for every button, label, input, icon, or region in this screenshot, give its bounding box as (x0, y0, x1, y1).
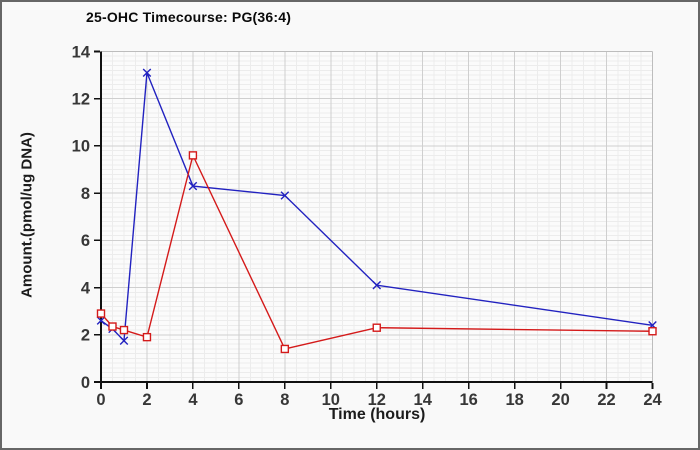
square-marker (648, 327, 657, 336)
x-tick-label: 18 (505, 391, 523, 409)
x-tick-label: 24 (643, 391, 662, 409)
square-marker (119, 325, 129, 335)
x-marker (96, 316, 106, 325)
x-tick-label: 10 (322, 391, 340, 409)
x-marker (119, 336, 129, 345)
y-tick-label: 6 (81, 232, 90, 250)
x-tick-label: 8 (280, 391, 289, 409)
x-marker (372, 280, 382, 290)
x-tick-label: 2 (142, 391, 151, 409)
x-tick-label: 22 (597, 391, 615, 409)
red-square-series (96, 151, 657, 354)
x-tick-label: 6 (234, 391, 243, 409)
square-marker (188, 151, 198, 160)
square-marker (372, 323, 381, 332)
x-tick-label: 16 (459, 391, 477, 409)
plot-border (101, 50, 654, 382)
y-tick-label: 14 (72, 43, 91, 61)
ticks (94, 50, 654, 389)
y-tick-label: 8 (81, 185, 90, 203)
square-marker (96, 309, 106, 318)
x-marker (188, 181, 198, 191)
chart-title: 25-OHC Timecourse: PG(36:4) (86, 9, 292, 25)
square-marker (108, 322, 117, 331)
x-tick-label: 20 (551, 391, 569, 409)
y-tick-label: 2 (81, 327, 90, 345)
axes (99, 51, 653, 383)
square-marker (280, 344, 290, 354)
x-tick-label: 4 (188, 391, 198, 409)
square-marker (142, 332, 152, 342)
y-tick-label: 12 (72, 90, 90, 108)
x-tick-label: 12 (368, 391, 386, 409)
y-tick-label: 4 (81, 279, 91, 297)
y-tick-label: 10 (72, 138, 90, 156)
x-marker (142, 68, 152, 78)
x-tick-label: 14 (414, 391, 433, 409)
x-axis-title: Time (hours) (328, 406, 426, 423)
x-tick-label: 0 (96, 391, 105, 409)
x-marker (280, 191, 290, 200)
y-tick-label: 0 (81, 374, 90, 392)
